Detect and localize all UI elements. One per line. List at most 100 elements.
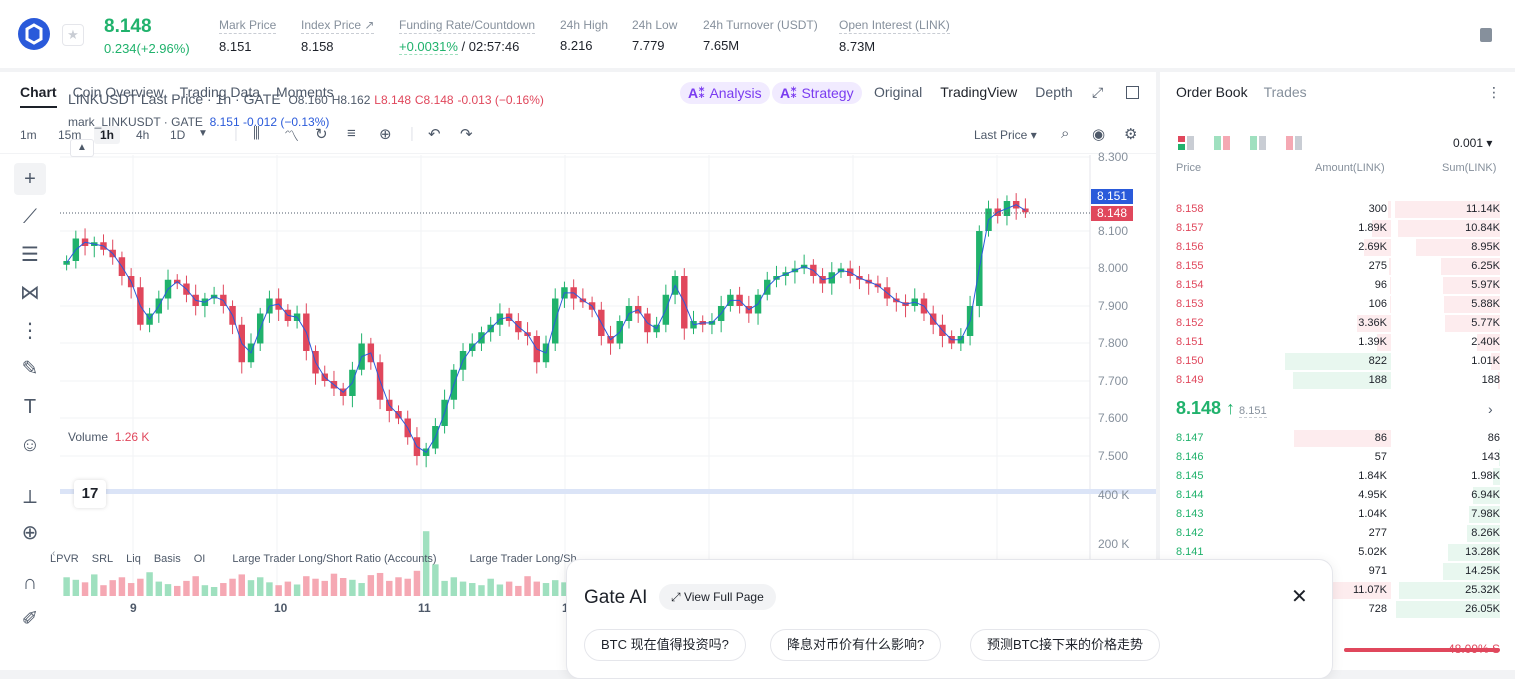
volume-bar — [358, 583, 365, 596]
more-icon[interactable]: ⋮ — [1487, 84, 1501, 100]
ai-strategy-button[interactable]: A⁑ Strategy — [772, 82, 862, 104]
layout-both-icon[interactable] — [1178, 136, 1194, 150]
price-type-select[interactable]: Last Price ▾ — [974, 128, 1037, 142]
precision-select[interactable]: 0.001 ▾ — [1453, 136, 1493, 150]
volume-bar — [395, 577, 402, 596]
sum-cell: 6.25K — [1471, 260, 1500, 272]
collapse-legend-button[interactable]: ▲ — [70, 139, 94, 157]
sum-depth-bar — [1472, 487, 1500, 504]
magnet-icon[interactable]: ∩ — [22, 572, 38, 594]
ask-row[interactable]: 8.153 106 5.88K — [1160, 295, 1515, 314]
search-icon[interactable]: ⌕ — [1061, 125, 1070, 142]
fullscreen-icon[interactable] — [1126, 86, 1139, 99]
ask-row[interactable]: 8.154 96 5.97K — [1160, 276, 1515, 295]
close-icon[interactable]: ✕ — [1291, 586, 1308, 608]
sum-cell: 6.94K — [1471, 489, 1500, 501]
indicator-srl[interactable]: SRL — [91, 553, 114, 565]
view-tradingview[interactable]: TradingView — [940, 84, 1018, 100]
bid-row[interactable]: 8.141 5.02K 13.28K — [1160, 543, 1515, 562]
amount-depth-bar — [1389, 296, 1391, 313]
trend-line-icon[interactable]: ⟋ — [23, 206, 37, 228]
ruler-icon[interactable]: ⟂ — [23, 486, 37, 508]
candlestick-chart[interactable]: 8.300 8.100 8.000 7.900 7.800 7.700 7.600 7.500… — [0, 0, 1160, 670]
redo-icon[interactable]: ↷ — [460, 126, 473, 143]
ask-row[interactable]: 8.157 1.89K 10.84K — [1160, 219, 1515, 238]
template-icon[interactable]: ≡ — [347, 125, 356, 142]
fib-icon[interactable]: ⋮ — [20, 320, 40, 342]
sum-depth-bar — [1441, 258, 1500, 275]
bid-row[interactable]: 8.145 1.84K 1.98K — [1160, 467, 1515, 486]
stat-index-price[interactable]: Index Price ↗ 8.158 — [301, 18, 375, 54]
bid-row[interactable]: 11.07K 25.32K — [1160, 581, 1515, 600]
parallel-lines-icon[interactable]: ☰ — [21, 244, 39, 266]
bid-row[interactable]: 8.144 4.95K 6.94K — [1160, 486, 1515, 505]
ask-row[interactable]: 8.149 188 188 — [1160, 371, 1515, 390]
bid-row[interactable]: 8.143 1.04K 7.98K — [1160, 505, 1515, 524]
tab-trading-data[interactable]: Trading Data — [179, 84, 261, 100]
ask-row[interactable]: 8.150 822 1.01K — [1160, 352, 1515, 371]
indicator-lpvr[interactable]: LPVR — [50, 553, 79, 565]
sum-cell: 5.97K — [1471, 279, 1500, 291]
crosshair-icon[interactable]: + — [14, 163, 46, 195]
indicator-ls-ratio-accounts[interactable]: Large Trader Long/Short Ratio (Accounts) — [232, 553, 437, 565]
gear-icon[interactable]: ⚙ — [1124, 126, 1138, 143]
view-full-page-button[interactable]: ⤢ View Full Page — [659, 584, 776, 610]
ask-row[interactable]: 8.158 300 11.14K — [1160, 200, 1515, 219]
undo-icon[interactable]: ↶ — [428, 126, 441, 143]
y-tick-label: 7.500 — [1098, 449, 1128, 463]
view-original[interactable]: Original — [874, 84, 923, 100]
refresh-icon[interactable]: ↻ — [315, 126, 328, 143]
bid-row[interactable]: 8.147 86 86 — [1160, 429, 1515, 448]
indicator-liq[interactable]: Liq — [126, 553, 141, 565]
tf-4h[interactable]: 4h — [136, 128, 150, 142]
zoom-in-icon[interactable]: ⊕ — [21, 522, 39, 544]
tab-coin-overview[interactable]: Coin Overview — [72, 84, 164, 100]
ai-question-2[interactable]: 降息对币价有什么影响? — [770, 629, 942, 661]
ask-row[interactable]: 8.156 2.69K 8.95K — [1160, 238, 1515, 257]
indicator-ls-ratio-positions[interactable]: Large Trader Long/Sh — [469, 553, 577, 565]
camera-icon[interactable]: ◉ — [1092, 126, 1106, 143]
guide-book-icon[interactable] — [1480, 28, 1492, 42]
view-depth[interactable]: Depth — [1035, 84, 1073, 100]
tf-1m[interactable]: 1m — [20, 128, 37, 142]
sum-cell: 26.05K — [1465, 603, 1500, 615]
indicator-oi[interactable]: OI — [193, 553, 206, 565]
tab-order-book[interactable]: Order Book — [1176, 84, 1248, 100]
tab-trades[interactable]: Trades — [1263, 84, 1307, 100]
lock-drawing-icon[interactable]: ✐ — [21, 608, 39, 630]
ai-analysis-button[interactable]: A⁑ Analysis — [680, 82, 770, 104]
emoji-icon[interactable]: ☺ — [19, 434, 41, 456]
bid-row[interactable]: 971 14.25K — [1160, 562, 1515, 581]
stat-mark-price: Mark Price 8.151 — [219, 18, 277, 54]
pattern-icon[interactable]: ⋈ — [20, 282, 40, 304]
brush-icon[interactable]: ✎ — [21, 358, 39, 380]
add-alert-icon[interactable]: ⊕ — [379, 126, 392, 143]
bid-row[interactable]: 728 26.05K — [1160, 600, 1515, 619]
layout-sell-icon[interactable] — [1286, 136, 1302, 150]
candle-type-icon[interactable]: ⫼ — [253, 125, 260, 142]
gate-ai-panel: Gate AI ⤢ View Full Page ✕ BTC 现在值得投资吗? … — [566, 559, 1333, 679]
favorite-star-icon[interactable]: ★ — [62, 24, 84, 46]
timeframe-dropdown-icon[interactable]: ▼ — [198, 128, 208, 139]
layout-bids-icon[interactable] — [1250, 136, 1266, 150]
bid-row[interactable]: 8.142 277 8.26K — [1160, 524, 1515, 543]
tab-chart[interactable]: Chart — [20, 84, 57, 108]
text-tool-icon[interactable]: T — [23, 396, 37, 418]
ask-row[interactable]: 8.155 275 6.25K — [1160, 257, 1515, 276]
indicators-icon[interactable]: 〽 — [284, 128, 300, 145]
amount-cell: 275 — [1368, 260, 1387, 272]
chevron-right-icon[interactable]: › — [1488, 401, 1493, 417]
sum-cell: 143 — [1481, 451, 1500, 463]
tf-1h[interactable]: 1h — [94, 126, 121, 144]
ask-row[interactable]: 8.151 1.39K 2.40K — [1160, 333, 1515, 352]
ask-row[interactable]: 8.152 3.36K 5.77K — [1160, 314, 1515, 333]
tab-moments[interactable]: Moments — [276, 84, 334, 100]
expand-icon[interactable]: ⤢ — [1092, 84, 1104, 100]
layout-asks-icon[interactable] — [1214, 136, 1230, 150]
indicator-basis[interactable]: Basis — [153, 553, 181, 565]
ai-question-1[interactable]: BTC 现在值得投资吗? — [584, 629, 746, 661]
ai-question-3[interactable]: 预测BTC接下来的价格走势 — [970, 629, 1161, 661]
bid-row[interactable]: 8.146 57 143 — [1160, 448, 1515, 467]
tf-1d[interactable]: 1D — [170, 128, 186, 142]
tf-15m[interactable]: 15m — [58, 128, 82, 142]
